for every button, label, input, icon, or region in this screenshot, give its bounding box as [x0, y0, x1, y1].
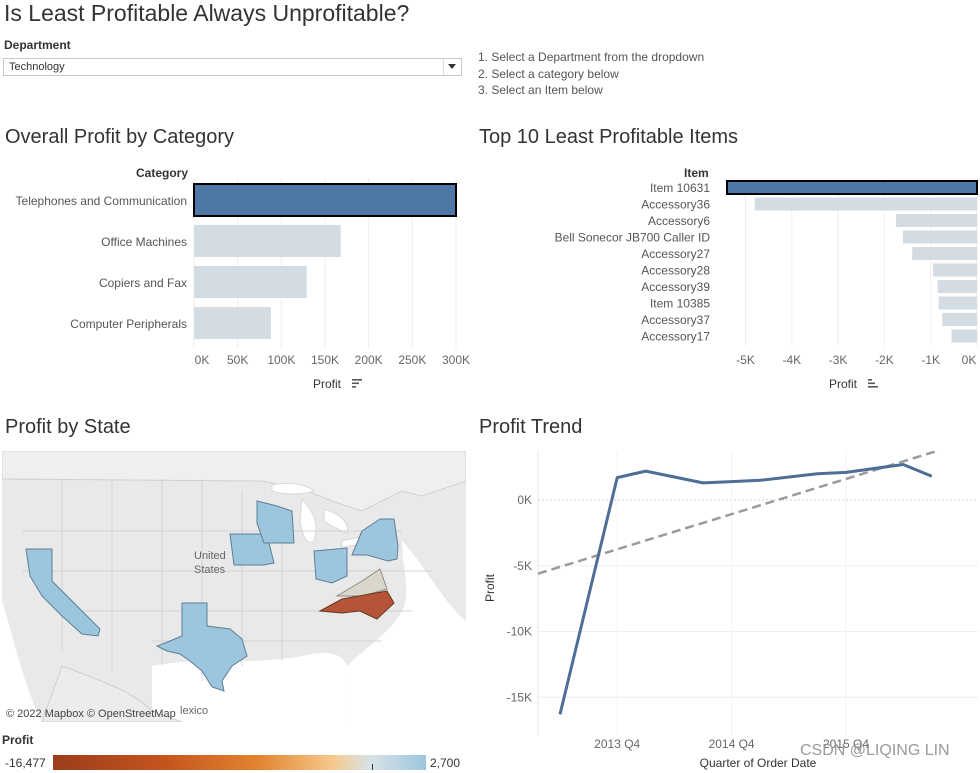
item-label[interactable]: Accessory28 — [641, 264, 710, 278]
item-bar[interactable] — [937, 280, 977, 293]
category-bar-chart: Telephones and Communication Office Machi… — [16, 178, 470, 367]
trend-y-tick: -15K — [507, 690, 532, 704]
state-wisconsin[interactable] — [256, 500, 295, 544]
map-canvas — [2, 451, 466, 722]
category-label[interactable]: Computer Peripherals — [70, 317, 187, 331]
map-legend-gradient — [53, 755, 426, 770]
item-label[interactable]: Accessory6 — [648, 214, 710, 228]
lake-huron — [323, 508, 348, 534]
state-california[interactable] — [25, 548, 101, 637]
category-row-header: Category — [136, 166, 189, 180]
trend-x-axis-label: Quarter of Order Date — [700, 756, 817, 770]
caret-down-icon — [448, 64, 456, 69]
items-chart-title: Top 10 Least Profitable Items — [479, 126, 739, 148]
sort-ascending-icon[interactable] — [868, 379, 879, 388]
category-axis-label: Profit — [313, 377, 342, 391]
item-label[interactable]: Accessory36 — [641, 198, 710, 212]
item-label[interactable]: Accessory37 — [641, 313, 710, 327]
category-label[interactable]: Office Machines — [101, 235, 187, 249]
trend-chart-title: Profit Trend — [479, 416, 583, 438]
department-filter-label: Department — [4, 38, 71, 52]
state-north-carolina[interactable] — [318, 590, 395, 620]
profit-trend-chart: 0K -5K -10K -15K 2013 Q4 2014 Q4 2015 Q4 Prof… — [483, 451, 978, 770]
instruction-2: 2. Select a category below — [478, 67, 619, 81]
category-tick-label: 0K — [195, 353, 210, 367]
item-label[interactable]: Item 10385 — [650, 297, 710, 311]
category-bar[interactable] — [194, 307, 271, 339]
category-bar[interactable] — [194, 225, 341, 257]
category-tick-label: 100K — [267, 353, 295, 367]
item-label[interactable]: Item 10631 — [650, 181, 710, 195]
profit-map[interactable]: United States lexico — [2, 451, 466, 722]
map-legend-title: Profit — [2, 733, 34, 747]
trend-y-axis-label: Profit — [483, 573, 497, 602]
map-label-mexico: lexico — [180, 705, 209, 717]
items-tick-label: -3K — [829, 353, 848, 367]
item-label[interactable]: Bell Sonecor JB700 Caller ID — [555, 231, 711, 245]
items-tick-label: -4K — [782, 353, 801, 367]
state-ohio[interactable] — [313, 547, 348, 584]
sort-descending-icon[interactable] — [352, 379, 363, 388]
trend-y-tick: -10K — [507, 625, 532, 639]
dashboard-title: Is Least Profitable Always Unprofitable? — [4, 0, 410, 26]
legend-zero-marker — [372, 764, 373, 770]
map-copyright[interactable]: © 2022 Mapbox © OpenStreetMap — [6, 708, 176, 720]
category-label[interactable]: Telephones and Communication — [16, 194, 187, 208]
items-tick-label: -1K — [921, 353, 940, 367]
category-label[interactable]: Copiers and Fax — [99, 276, 187, 290]
category-chart-title: Overall Profit by Category — [5, 126, 234, 148]
item-bar[interactable] — [754, 197, 977, 211]
state-new-york[interactable] — [351, 518, 399, 562]
map-label-states: States — [194, 564, 226, 576]
lake-superior — [271, 482, 315, 495]
instruction-3: 3. Select an Item below — [478, 83, 603, 97]
item-bar[interactable] — [933, 263, 977, 277]
department-dropdown-value: Technology — [9, 61, 65, 73]
item-bar[interactable] — [902, 230, 977, 244]
category-bar[interactable] — [193, 183, 457, 217]
items-bar-chart: Item 10631 Accessory36 Accessory6 Bell Sone… — [555, 178, 978, 367]
category-bar[interactable] — [194, 266, 307, 298]
items-tick-label: -5K — [736, 353, 755, 367]
map-legend-min: -16,477 — [5, 756, 46, 770]
trend-line — [537, 451, 941, 575]
category-tick-label: 50K — [227, 353, 248, 367]
category-tick-label: 150K — [311, 353, 339, 367]
trend-x-tick: 2015 Q4 — [823, 737, 869, 751]
item-bar[interactable] — [895, 214, 977, 227]
item-label[interactable]: Accessory17 — [641, 330, 710, 344]
state-texas[interactable] — [155, 602, 248, 692]
item-row-header: Item — [684, 166, 709, 180]
category-tick-label: 300K — [442, 353, 470, 367]
items-axis-label: Profit — [829, 377, 858, 391]
trend-x-tick: 2013 Q4 — [594, 737, 640, 751]
map-label-united: United — [194, 550, 226, 562]
category-tick-label: 250K — [398, 353, 426, 367]
item-bar[interactable] — [942, 313, 977, 326]
map-title: Profit by State — [5, 416, 131, 438]
item-bar[interactable] — [726, 180, 978, 195]
map-legend-max: 2,700 — [430, 756, 461, 770]
category-tick-label: 200K — [355, 353, 383, 367]
profit-series-line[interactable] — [558, 463, 933, 715]
watermark: CSDN @LIQING LIN — [800, 742, 950, 759]
items-tick-label: -2K — [875, 353, 894, 367]
dropdown-caret[interactable] — [443, 59, 461, 75]
trend-y-tick: -5K — [513, 559, 532, 573]
item-label[interactable]: Accessory27 — [641, 247, 710, 261]
item-label[interactable]: Accessory39 — [641, 280, 710, 294]
item-bar[interactable] — [951, 329, 977, 343]
department-dropdown[interactable]: Technology — [3, 58, 462, 76]
items-tick-label: 0K — [962, 353, 977, 367]
trend-x-tick: 2014 Q4 — [709, 737, 755, 751]
instruction-1: 1. Select a Department from the dropdown — [478, 50, 705, 64]
item-bar[interactable] — [912, 247, 977, 260]
trend-y-tick: 0K — [517, 493, 532, 507]
item-bar[interactable] — [938, 296, 977, 310]
